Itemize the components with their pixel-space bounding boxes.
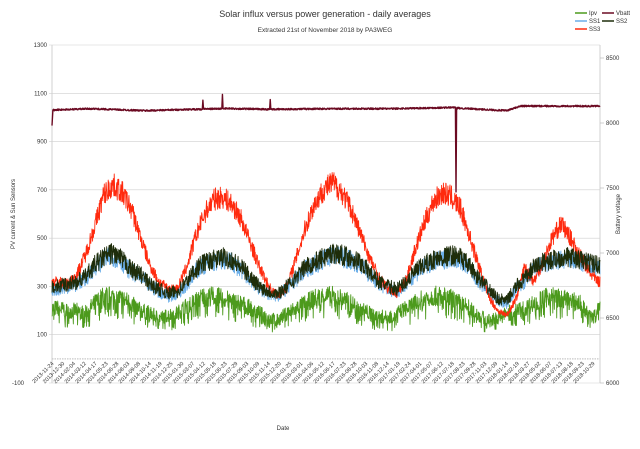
y-tick-label: 1100 bbox=[34, 91, 48, 97]
y2-axis-label: Battery voltage bbox=[616, 193, 622, 234]
y-tick-label: 700 bbox=[37, 188, 48, 194]
chart-title: Solar influx versus power generation - d… bbox=[219, 9, 431, 19]
legend-label-vbatt: Vbatt bbox=[616, 11, 630, 17]
series-line-ss2 bbox=[51, 243, 601, 306]
legend: Ipv SS1 SS3 SS2 Vbatt bbox=[575, 11, 630, 33]
y-tick-label: 100 bbox=[37, 333, 48, 339]
series-lines bbox=[51, 93, 601, 333]
y2-tick-label: 7500 bbox=[606, 186, 620, 192]
legend-label-ss2: SS2 bbox=[616, 19, 628, 25]
y-tick-label: 1300 bbox=[34, 43, 48, 49]
y-axis-left: -100 100 300 500 700 900 1100 1300 bbox=[12, 43, 48, 387]
y2-tick-label: 7000 bbox=[606, 251, 620, 257]
y-tick-label: 300 bbox=[37, 284, 48, 290]
series-line-ss3 bbox=[51, 172, 601, 318]
y-axis-label: PV current & Sun Sensors bbox=[11, 179, 17, 249]
y-tick-label: 900 bbox=[37, 140, 48, 146]
gridlines bbox=[49, 44, 601, 384]
series-line-ipv bbox=[51, 285, 601, 333]
y2-tick-label: 6000 bbox=[606, 381, 620, 387]
x-axis: 2013-11-242013-12-302014-02-042014-03-12… bbox=[32, 361, 597, 385]
x-axis-label: Date bbox=[277, 426, 290, 432]
y2-tick-label: 8000 bbox=[606, 121, 620, 127]
legend-label-ipv: Ipv bbox=[589, 11, 597, 17]
y2-tick-label: 8500 bbox=[606, 56, 620, 62]
y-axis-right: 6000 6500 7000 7500 8000 8500 bbox=[600, 56, 620, 387]
legend-label-ss3: SS3 bbox=[589, 27, 601, 33]
legend-label-ss1: SS1 bbox=[589, 19, 601, 25]
y2-tick-label: 6500 bbox=[606, 316, 620, 322]
y-tick-label: 500 bbox=[37, 236, 48, 242]
chart-subtitle: Extracted 21st of November 2018 by PA3WE… bbox=[258, 27, 393, 34]
series-line-vbatt bbox=[51, 93, 601, 193]
y-tick-label: -100 bbox=[12, 381, 25, 387]
